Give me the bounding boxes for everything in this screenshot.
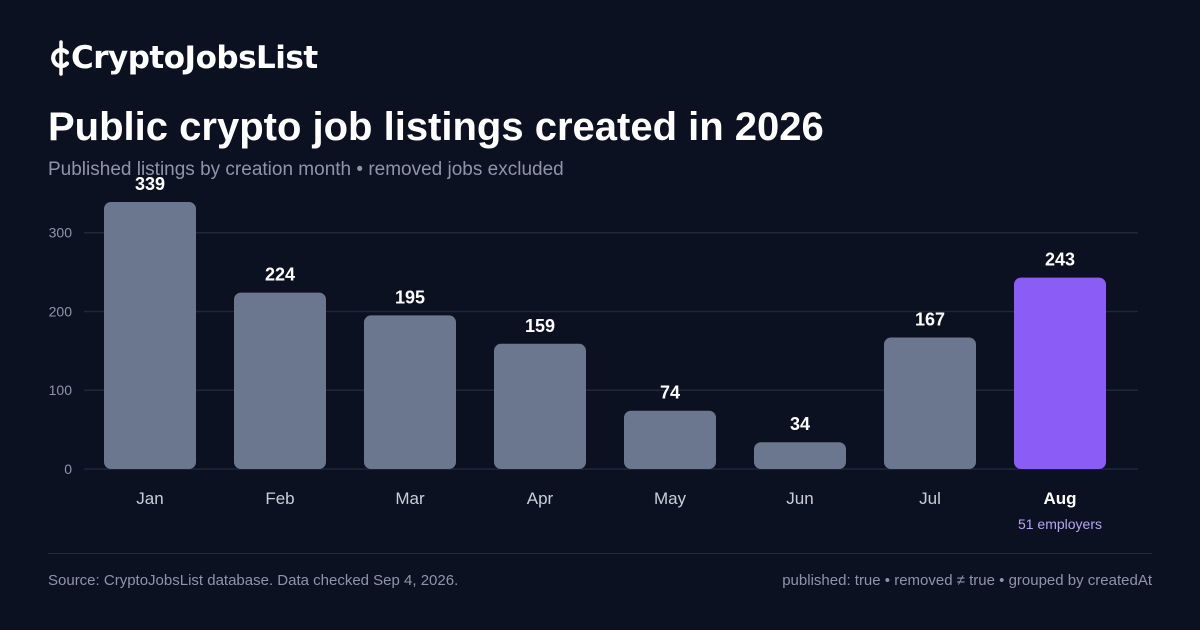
chart-title: Public crypto job listings created in 20… [48, 105, 824, 149]
bar-jul [884, 337, 976, 469]
highlight-note-aug: 51 employers [1018, 516, 1102, 532]
value-label-feb: 224 [265, 265, 295, 285]
value-label-jul: 167 [915, 309, 945, 329]
bar-jun [754, 442, 846, 469]
y-tick-label-100: 100 [49, 382, 73, 398]
y-tick-label-0: 0 [64, 461, 72, 477]
y-tick-label-200: 200 [49, 303, 73, 319]
value-label-aug: 243 [1045, 250, 1075, 270]
x-tick-label-mar: Mar [395, 489, 425, 508]
value-label-jun: 34 [790, 414, 810, 434]
x-tick-label-may: May [654, 489, 687, 508]
value-label-jan: 339 [135, 174, 165, 194]
x-tick-label-jan: Jan [136, 489, 163, 508]
bar-mar [364, 315, 456, 469]
source-note: Source: CryptoJobsList database. Data ch… [48, 572, 459, 589]
bar-apr [494, 343, 586, 469]
bar-aug [1014, 277, 1106, 469]
x-tick-label-apr: Apr [527, 489, 554, 508]
footer-divider [48, 553, 1152, 554]
brand-name: CryptoJobsList [71, 40, 318, 76]
crypto-c-logo-icon [51, 40, 70, 76]
x-tick-label-jul: Jul [919, 489, 941, 508]
value-label-apr: 159 [525, 316, 555, 336]
chart-subtitle: Published listings by creation month • r… [48, 159, 564, 180]
x-tick-label-aug: Aug [1043, 489, 1076, 508]
y-tick-label-300: 300 [49, 225, 73, 241]
bar-feb [234, 292, 326, 469]
brand-logo[interactable]: CryptoJobsList [48, 38, 318, 78]
filter-note: published: true • removed ≠ true • group… [782, 572, 1152, 589]
x-tick-label-jun: Jun [786, 489, 813, 508]
value-label-may: 74 [660, 383, 680, 403]
x-tick-label-feb: Feb [265, 489, 294, 508]
bar-jan [104, 202, 196, 469]
value-label-mar: 195 [395, 287, 425, 307]
bar-may [624, 410, 716, 469]
